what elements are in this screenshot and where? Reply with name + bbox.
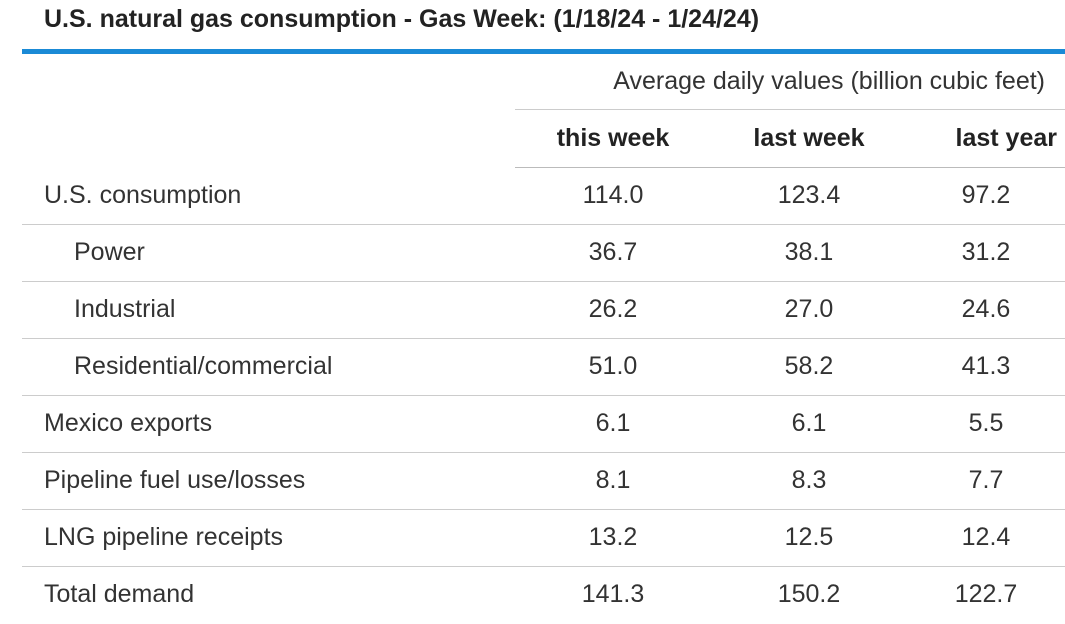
cell-last-year: 24.6 — [961, 295, 1011, 323]
column-header-last-week: last week — [753, 124, 865, 152]
cell-last-year: 12.4 — [961, 523, 1011, 551]
table-row: Total demand 141.3 150.2 122.7 — [22, 567, 1065, 624]
cell-last-week: 58.2 — [784, 352, 834, 380]
row-label: LNG pipeline receipts — [44, 523, 284, 551]
table-row: Mexico exports 6.1 6.1 5.5 — [22, 396, 1065, 453]
cell-this-week: 8.1 — [595, 466, 631, 494]
column-header-last-year: last year — [955, 124, 1057, 152]
table-row: U.S. consumption 114.0 123.4 97.2 — [22, 168, 1065, 225]
table-row: Power 36.7 38.1 31.2 — [22, 225, 1065, 282]
table-row: Residential/commercial 51.0 58.2 41.3 — [22, 339, 1065, 396]
cell-last-week: 150.2 — [777, 580, 841, 608]
row-label: Total demand — [44, 580, 195, 608]
cell-last-week: 27.0 — [784, 295, 834, 323]
cell-last-week: 12.5 — [784, 523, 834, 551]
column-header-this-week: this week — [556, 124, 670, 152]
column-group-header: Average daily values (billion cubic feet… — [515, 54, 1065, 110]
column-headers: this week last week last year — [515, 110, 1065, 168]
table-row: Pipeline fuel use/losses 8.1 8.3 7.7 — [22, 453, 1065, 510]
cell-last-week: 38.1 — [784, 238, 834, 266]
cell-last-week: 6.1 — [791, 409, 827, 437]
cell-this-week: 6.1 — [595, 409, 631, 437]
cell-last-year: 5.5 — [968, 409, 1004, 437]
row-label: Industrial — [74, 295, 176, 323]
cell-this-week: 26.2 — [588, 295, 638, 323]
cell-this-week: 13.2 — [588, 523, 638, 551]
cell-this-week: 114.0 — [582, 181, 644, 209]
row-label: Power — [74, 238, 145, 266]
title-accent-rule — [22, 49, 1065, 54]
cell-this-week: 141.3 — [581, 580, 645, 608]
row-label: Residential/commercial — [74, 352, 333, 380]
cell-last-week: 123.4 — [777, 181, 841, 209]
cell-this-week: 51.0 — [588, 352, 638, 380]
table-row: Industrial 26.2 27.0 24.6 — [22, 282, 1065, 339]
table-row: LNG pipeline receipts 13.2 12.5 12.4 — [22, 510, 1065, 567]
row-label: U.S. consumption — [44, 181, 242, 209]
cell-last-year: 122.7 — [954, 580, 1018, 608]
cell-last-year: 31.2 — [961, 238, 1011, 266]
cell-last-year: 7.7 — [968, 466, 1004, 494]
table-title: U.S. natural gas consumption - Gas Week:… — [44, 5, 760, 33]
row-label: Mexico exports — [44, 409, 213, 437]
cell-last-year: 97.2 — [961, 181, 1011, 209]
row-label: Pipeline fuel use/losses — [44, 466, 306, 494]
cell-last-week: 8.3 — [791, 466, 827, 494]
table-body: U.S. consumption 114.0 123.4 97.2 Power … — [22, 168, 1065, 624]
cell-this-week: 36.7 — [588, 238, 638, 266]
cell-last-year: 41.3 — [961, 352, 1011, 380]
column-group-header-label: Average daily values (billion cubic feet… — [613, 67, 1045, 95]
